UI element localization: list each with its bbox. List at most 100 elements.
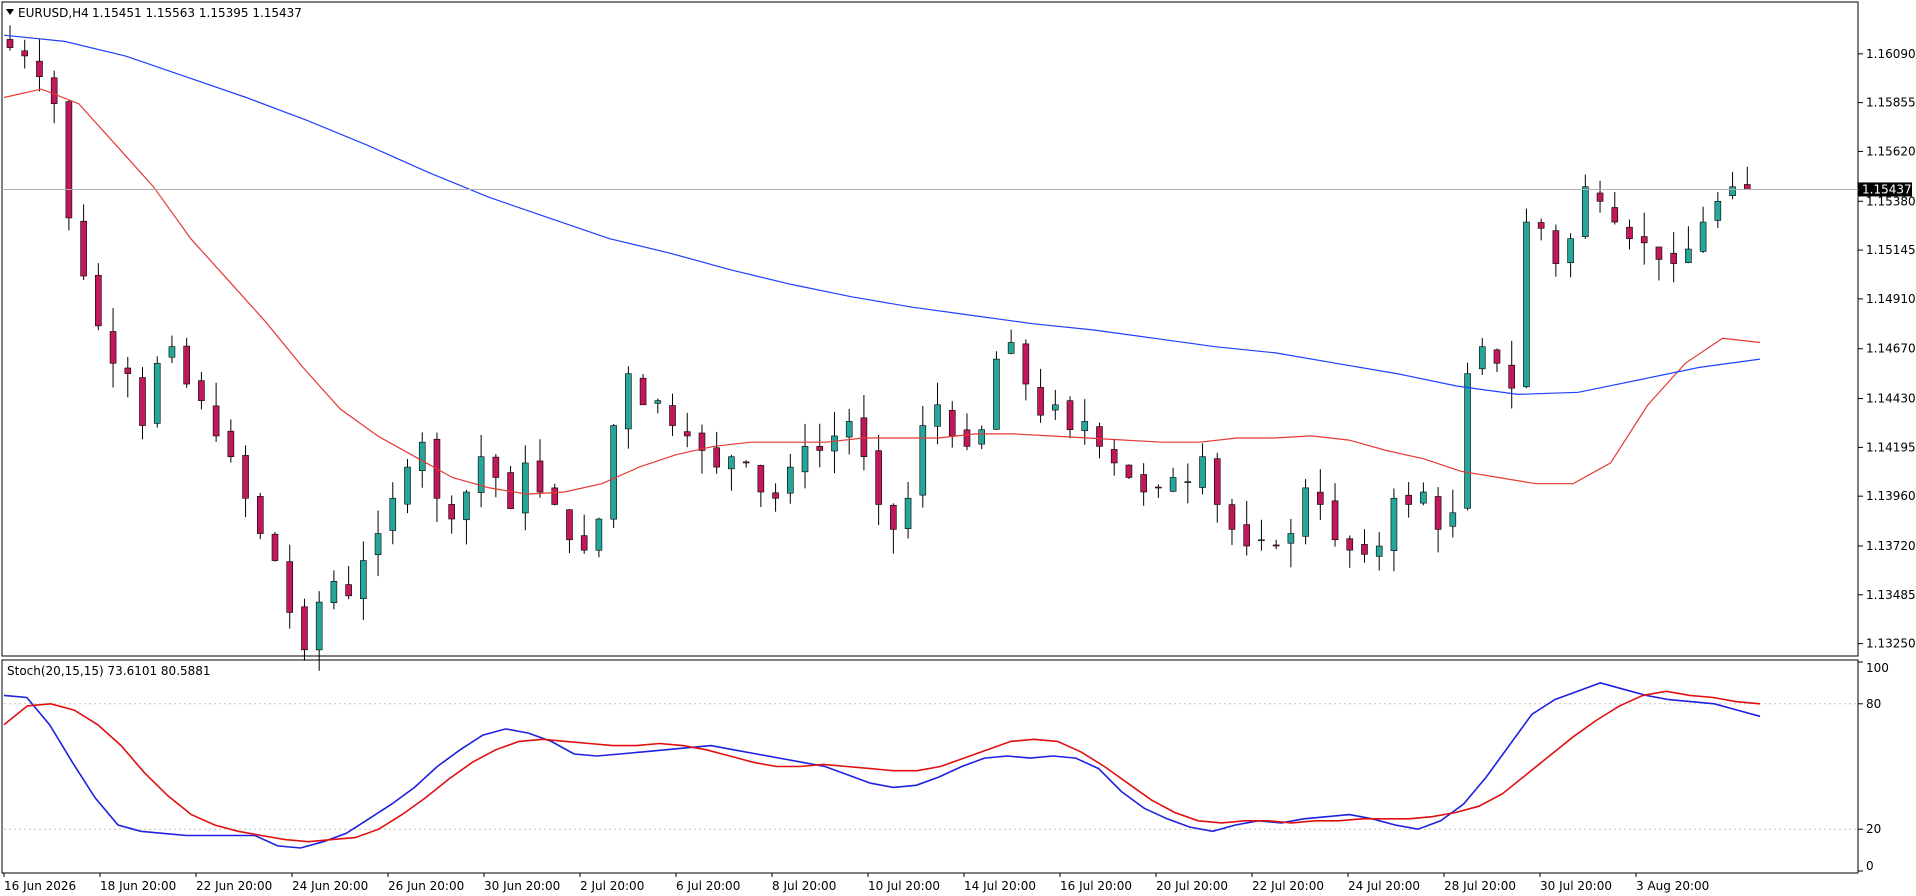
moving-averages-group: [3, 34, 1761, 495]
main-panel-border: [1, 1, 1859, 657]
stoch-header: Stoch(20,15,15) 73.6101 80.5881: [7, 664, 211, 678]
stoch-tick-label: 0: [1866, 859, 1874, 873]
bull-candle: [153, 362, 161, 424]
bull-candle: [1302, 487, 1309, 537]
bear-candle: [639, 377, 647, 406]
bull-candle: [389, 497, 397, 531]
stoch-tick-label: 80: [1866, 697, 1881, 711]
bull-candle: [1184, 481, 1192, 483]
bear-candle: [1537, 222, 1545, 229]
stoch-axis: 100 80 20 0: [1858, 661, 1889, 873]
bull-candle: [919, 425, 927, 496]
bear-candle: [1022, 343, 1030, 385]
bear-candle: [36, 60, 43, 77]
bear-candle: [669, 405, 676, 426]
bear-candle: [683, 431, 691, 437]
bull-candle: [1478, 346, 1486, 370]
bear-candle: [1552, 230, 1560, 264]
bull-candle: [787, 466, 794, 494]
bull-candle: [610, 425, 617, 520]
bear-candle: [860, 417, 868, 458]
bear-candle: [1140, 474, 1147, 493]
price-tick-label: 1.14670: [1866, 342, 1916, 356]
bull-candle: [1007, 342, 1015, 354]
bear-candle: [6, 39, 14, 48]
time-tick-label: 24 Jun 20:00: [292, 879, 368, 893]
bull-candle: [1685, 248, 1692, 264]
bear-candle: [1346, 538, 1354, 551]
price-tick-label: 1.13720: [1866, 539, 1916, 553]
bull-candle: [168, 346, 176, 358]
dropdown-triangle-icon[interactable]: [6, 9, 14, 15]
bull-candle: [1199, 456, 1206, 488]
time-tick-label: 16 Jul 20:00: [1060, 879, 1132, 893]
bear-candle: [963, 429, 971, 447]
bear-candle: [1213, 458, 1221, 505]
bear-candle: [1066, 400, 1074, 431]
price-tick-label: 1.16090: [1866, 47, 1916, 61]
bear-candle: [1743, 184, 1751, 190]
bull-candle: [1375, 545, 1383, 557]
time-tick-label: 26 Jun 20:00: [388, 879, 464, 893]
bear-candle: [1640, 236, 1648, 244]
bull-candle: [360, 560, 367, 600]
current-price-label: 1.15437: [1862, 182, 1912, 196]
bull-candle: [654, 400, 662, 404]
bear-candle: [212, 405, 220, 437]
bear-candle: [286, 561, 294, 613]
bear-candle: [1110, 449, 1118, 464]
bear-candle: [21, 50, 29, 57]
bull-candle: [315, 601, 323, 651]
time-tick-label: 28 Jul 20:00: [1444, 879, 1516, 893]
bear-candle: [65, 101, 73, 219]
time-tick-label: 16 Jun 2026: [4, 879, 76, 893]
bull-candle: [1582, 186, 1589, 237]
stoch-tick-label: 100: [1866, 661, 1889, 675]
bear-candle: [875, 450, 882, 505]
bull-candle: [1390, 497, 1398, 551]
price-tick-label: 1.15380: [1866, 194, 1916, 208]
bull-candle: [418, 441, 426, 471]
price-tick-label: 1.14430: [1866, 392, 1916, 406]
symbol-timeframe: EURUSD,H4: [18, 6, 89, 20]
bull-candle: [801, 446, 809, 473]
bull-candle: [463, 491, 470, 521]
bull-candle: [1567, 238, 1574, 264]
price-tick-label: 1.15855: [1866, 96, 1916, 110]
bear-candle: [1037, 387, 1044, 416]
bull-candle: [1449, 512, 1457, 527]
bear-candle: [242, 455, 249, 499]
bear-candle: [80, 220, 87, 277]
bear-candle: [1361, 544, 1368, 555]
price-tick-label: 1.14195: [1866, 440, 1916, 454]
bull-candle: [595, 518, 603, 551]
bear-candle: [492, 456, 500, 478]
bull-candle: [374, 533, 382, 556]
price-tick-label: 1.15620: [1866, 144, 1916, 158]
bear-candle: [551, 487, 559, 505]
bear-candle: [448, 504, 455, 520]
bear-candle: [1272, 544, 1280, 547]
time-tick-label: 14 Jul 20:00: [964, 879, 1036, 893]
bull-candle: [1081, 421, 1089, 432]
current-price-box: [1858, 182, 1912, 197]
bear-candle: [580, 535, 588, 551]
bull-candle: [904, 497, 912, 530]
bear-candle: [772, 492, 779, 499]
ma-slow-line: [3, 34, 1761, 396]
bear-candle: [95, 274, 102, 327]
stoch-main-line: [3, 682, 1761, 849]
bull-candle: [845, 421, 853, 438]
bear-candle: [742, 461, 750, 464]
bear-candle: [816, 446, 824, 451]
bull-candle: [1523, 221, 1530, 388]
ma-fast-line: [3, 88, 1761, 495]
time-tick-label: 6 Jul 20:00: [676, 879, 740, 893]
bear-candle: [198, 380, 205, 401]
bear-candle: [1434, 496, 1442, 530]
price-tick-label: 1.14910: [1866, 292, 1916, 306]
time-tick-label: 22 Jul 20:00: [1252, 879, 1324, 893]
time-tick-label: 8 Jul 20:00: [772, 879, 836, 893]
